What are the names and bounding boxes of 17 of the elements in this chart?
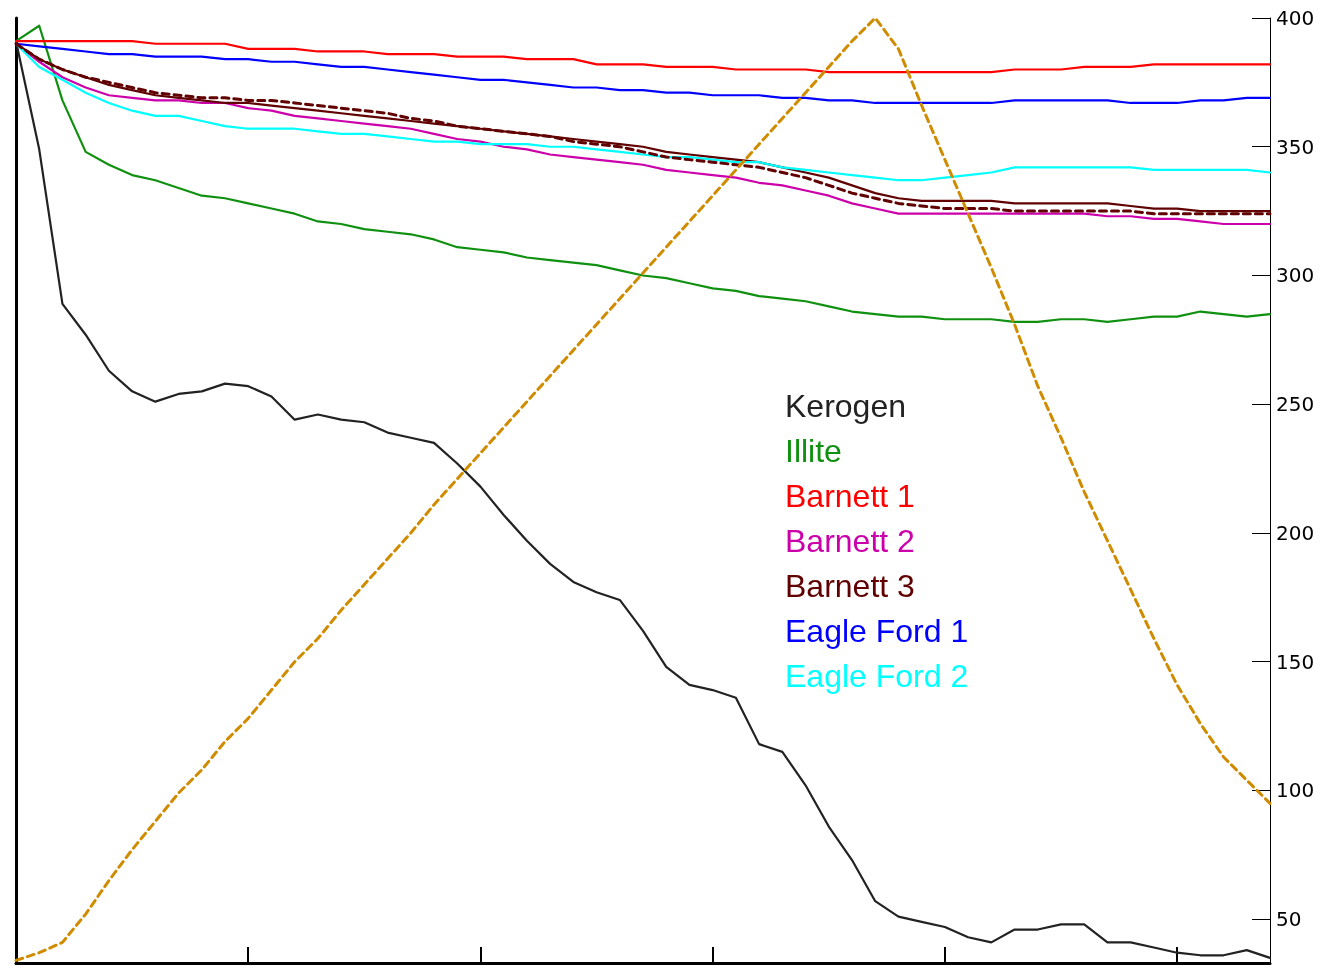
y-tick-label: 250 xyxy=(1276,392,1315,417)
text: Barnett 2 xyxy=(785,523,915,559)
y-tick-label: 50 xyxy=(1276,907,1302,932)
text: Barnett 3 xyxy=(785,568,915,604)
text: Kerogen xyxy=(785,388,906,424)
y-tick-label: 300 xyxy=(1276,263,1315,288)
line-series xyxy=(14,24,1272,323)
text: Eagle Ford 2 xyxy=(785,658,969,694)
line-series xyxy=(14,40,1272,74)
y-tick-label: 400 xyxy=(1276,6,1315,30)
y-tick-label: 150 xyxy=(1276,649,1315,674)
y-tick-label: 100 xyxy=(1276,778,1315,803)
y-tick-label: 200 xyxy=(1276,520,1315,545)
text: Illite xyxy=(785,433,842,469)
y-tick-label: 350 xyxy=(1276,134,1315,159)
text: Eagle Ford 1 xyxy=(785,613,969,649)
text: Barnett 1 xyxy=(785,478,915,514)
